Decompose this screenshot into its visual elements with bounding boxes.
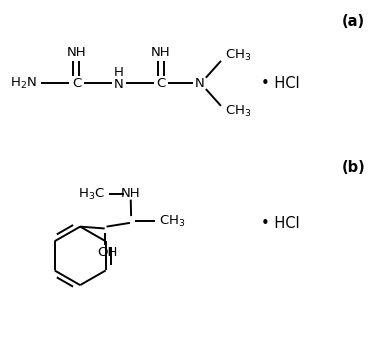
- Text: C: C: [72, 77, 81, 90]
- Text: NH: NH: [121, 188, 141, 201]
- Text: (a): (a): [342, 14, 365, 29]
- Text: $\mathsf{CH_3}$: $\mathsf{CH_3}$: [159, 213, 185, 228]
- Text: (b): (b): [341, 160, 365, 175]
- Text: • HCl: • HCl: [261, 216, 300, 232]
- Text: N: N: [114, 78, 124, 91]
- Text: NH: NH: [67, 46, 86, 59]
- Text: C: C: [156, 77, 165, 90]
- Text: N: N: [195, 77, 205, 90]
- Text: • HCl: • HCl: [261, 76, 300, 91]
- Text: OH: OH: [98, 246, 118, 259]
- Text: $\mathsf{CH_3}$: $\mathsf{CH_3}$: [226, 104, 252, 119]
- Text: $\mathsf{CH_3}$: $\mathsf{CH_3}$: [226, 48, 252, 63]
- Text: $\mathsf{H_3C}$: $\mathsf{H_3C}$: [78, 187, 105, 202]
- Text: NH: NH: [151, 46, 170, 59]
- Text: H: H: [114, 67, 124, 79]
- Text: $\mathsf{H_2N}$: $\mathsf{H_2N}$: [10, 76, 37, 91]
